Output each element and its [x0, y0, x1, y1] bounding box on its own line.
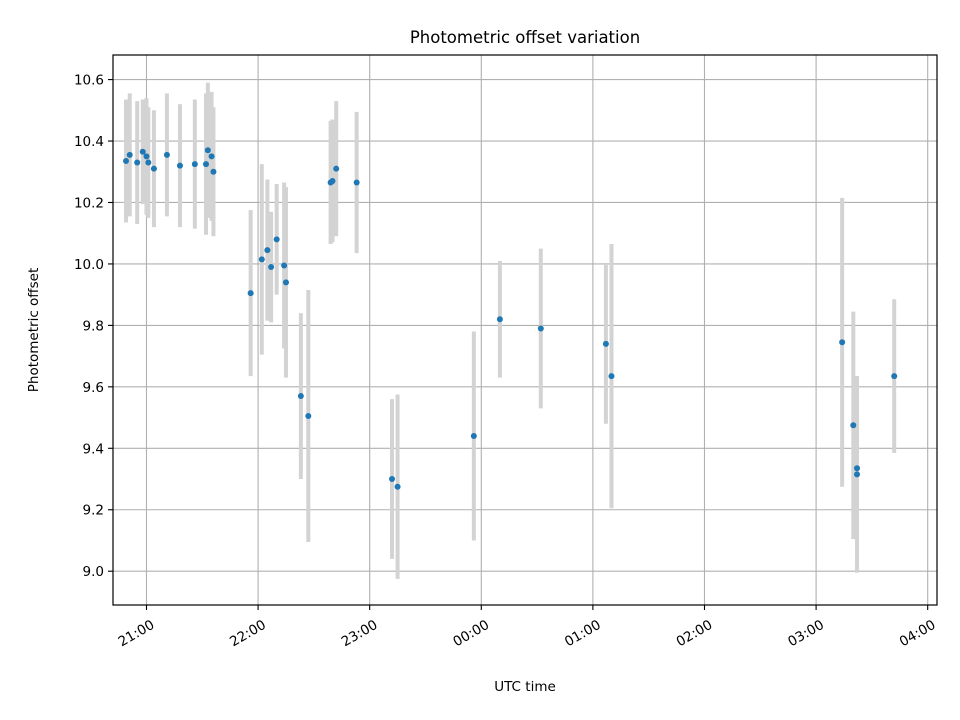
data-point [353, 179, 360, 186]
data-point [389, 476, 396, 483]
data-point [333, 165, 340, 172]
data-point [268, 264, 275, 271]
y-tick-label: 9.0 [83, 564, 104, 580]
data-point [608, 373, 615, 380]
data-point [264, 247, 271, 254]
y-tick-label: 10.0 [74, 257, 104, 273]
data-point [854, 465, 861, 472]
data-point [602, 340, 609, 347]
data-point [208, 153, 215, 160]
data-point [839, 339, 846, 346]
data-point [134, 159, 141, 166]
y-tick-label: 9.4 [83, 441, 104, 457]
data-point [247, 290, 254, 297]
data-point [305, 413, 312, 420]
data-point [258, 256, 265, 263]
data-point [139, 148, 146, 155]
data-point [210, 168, 217, 175]
y-tick-label: 10.2 [74, 195, 104, 211]
data-point [329, 177, 336, 184]
data-point [123, 158, 130, 165]
data-point [297, 393, 304, 400]
y-tick-label: 9.8 [83, 318, 104, 334]
data-point [850, 422, 857, 429]
data-point [150, 165, 157, 172]
data-point [191, 161, 198, 168]
data-point [126, 151, 133, 158]
data-point [394, 483, 401, 490]
data-point [163, 151, 170, 158]
data-points [123, 147, 898, 490]
data-point [143, 153, 150, 160]
data-point [273, 236, 280, 243]
data-point [204, 147, 211, 154]
y-tick-label: 9.2 [83, 503, 104, 519]
y-axis-label: Photometric offset [26, 268, 42, 392]
x-axis-label: UTC time [494, 679, 556, 695]
axis-ticks: 9.09.29.49.69.810.010.210.410.621:00 22:0… [74, 73, 939, 651]
plot-frame [112, 54, 938, 606]
data-point [176, 162, 183, 169]
y-tick-label: 10.4 [74, 134, 104, 150]
y-tick-label: 9.6 [83, 380, 104, 396]
data-point [891, 373, 898, 380]
data-point [537, 325, 544, 332]
data-point [281, 262, 288, 269]
data-point [496, 316, 503, 323]
data-point [854, 471, 861, 478]
data-point [203, 161, 210, 168]
chart-title: Photometric offset variation [410, 28, 640, 47]
data-point [470, 433, 477, 440]
y-tick-label: 10.6 [74, 73, 104, 89]
data-point [282, 279, 289, 286]
grid [113, 55, 937, 605]
data-point [145, 159, 152, 166]
